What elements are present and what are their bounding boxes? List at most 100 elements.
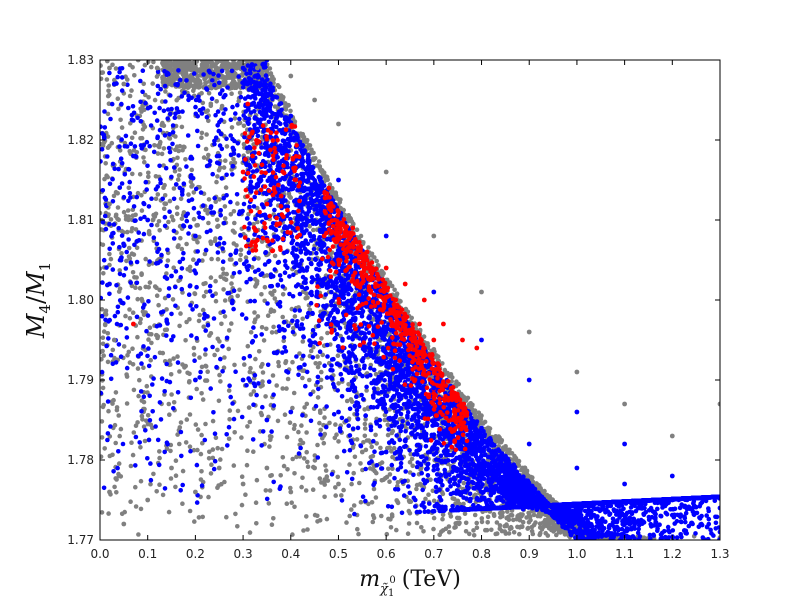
grey-point	[128, 463, 134, 469]
grey-point	[139, 272, 144, 278]
grey-point	[115, 216, 120, 222]
grey-point	[101, 329, 107, 334]
grey-point	[505, 509, 510, 514]
grey-point	[100, 341, 106, 347]
grey-point	[388, 517, 393, 522]
blue-point	[374, 463, 380, 468]
grey-point	[169, 214, 175, 219]
grey-point	[217, 165, 223, 171]
grey-point	[100, 385, 106, 391]
grey-point	[219, 321, 224, 327]
grey-point	[153, 196, 159, 202]
grey-point	[195, 447, 200, 453]
grey-point	[106, 88, 111, 94]
grey-point	[135, 334, 140, 340]
grey-point	[239, 502, 245, 508]
grey-point	[141, 122, 146, 128]
grey-point	[321, 170, 327, 175]
grey-point	[218, 457, 223, 462]
grey-point	[287, 420, 293, 426]
grey-point	[272, 296, 278, 301]
grey-point	[218, 274, 223, 280]
grey-point	[127, 307, 132, 312]
grey-point	[187, 412, 193, 417]
grey-point	[208, 101, 214, 107]
grey-point	[183, 157, 188, 162]
grey-point	[171, 356, 176, 361]
grey-point	[137, 172, 143, 177]
grey-point	[170, 297, 176, 302]
grey-point	[199, 469, 204, 474]
blue-point	[280, 284, 286, 289]
grey-point	[112, 484, 117, 490]
grey-point	[182, 144, 187, 150]
grey-point	[305, 459, 310, 465]
grey-point	[179, 216, 185, 221]
grey-point	[171, 73, 177, 79]
grey-point	[251, 449, 256, 455]
grey-point	[254, 477, 260, 483]
grey-point	[266, 501, 272, 506]
grey-point	[394, 293, 399, 298]
grey-point	[358, 499, 364, 505]
grey-point	[142, 62, 148, 68]
grey-point	[113, 390, 119, 395]
grey-point	[253, 521, 259, 526]
grey-point	[351, 221, 356, 227]
grey-point	[516, 515, 522, 521]
grey-point	[440, 516, 445, 522]
blue-point	[355, 425, 361, 431]
grey-point	[213, 236, 218, 241]
grey-point	[274, 383, 280, 388]
grey-point	[226, 328, 232, 333]
grey-point	[362, 407, 368, 412]
grey-point	[117, 433, 122, 439]
grey-point	[263, 488, 269, 493]
grey-point	[146, 337, 151, 342]
grey-point	[155, 143, 161, 149]
grey-point	[456, 521, 462, 527]
grey-point	[108, 256, 114, 262]
grey-point	[530, 475, 535, 480]
grey-point	[203, 80, 209, 86]
grey-point	[128, 499, 133, 505]
grey-point	[298, 437, 303, 443]
grey-point	[196, 515, 202, 520]
grey-point	[317, 420, 322, 426]
grey-point	[419, 525, 424, 530]
grey-point	[146, 95, 151, 100]
grey-point	[221, 287, 226, 292]
grey-point	[187, 317, 192, 322]
grey-point	[322, 482, 328, 487]
grey-point	[116, 461, 122, 466]
grey-point	[319, 369, 324, 375]
grey-point	[272, 253, 278, 259]
grey-point	[310, 156, 316, 161]
grey-point	[511, 517, 516, 523]
grey-point	[231, 241, 237, 246]
grey-point	[323, 468, 329, 473]
grey-point	[218, 379, 223, 384]
grey-point	[122, 509, 127, 515]
grey-point	[179, 124, 185, 130]
grey-point	[463, 529, 469, 534]
grey-point	[290, 405, 295, 411]
grey-point	[108, 217, 114, 222]
grey-point	[549, 520, 554, 525]
grey-point	[283, 359, 289, 364]
grey-point	[280, 292, 286, 297]
grey-point	[180, 468, 186, 474]
grey-point	[159, 99, 165, 104]
grey-point	[138, 445, 143, 450]
grey-point	[201, 281, 206, 287]
grey-point	[161, 146, 167, 151]
grey-point	[197, 81, 203, 87]
grey-point	[228, 212, 234, 217]
grey-point	[390, 428, 396, 434]
blue-point	[468, 496, 473, 502]
grey-point	[125, 229, 130, 235]
grey-point	[511, 530, 517, 535]
blue-point	[282, 115, 288, 120]
grey-point	[177, 167, 182, 172]
grey-point	[471, 533, 477, 538]
